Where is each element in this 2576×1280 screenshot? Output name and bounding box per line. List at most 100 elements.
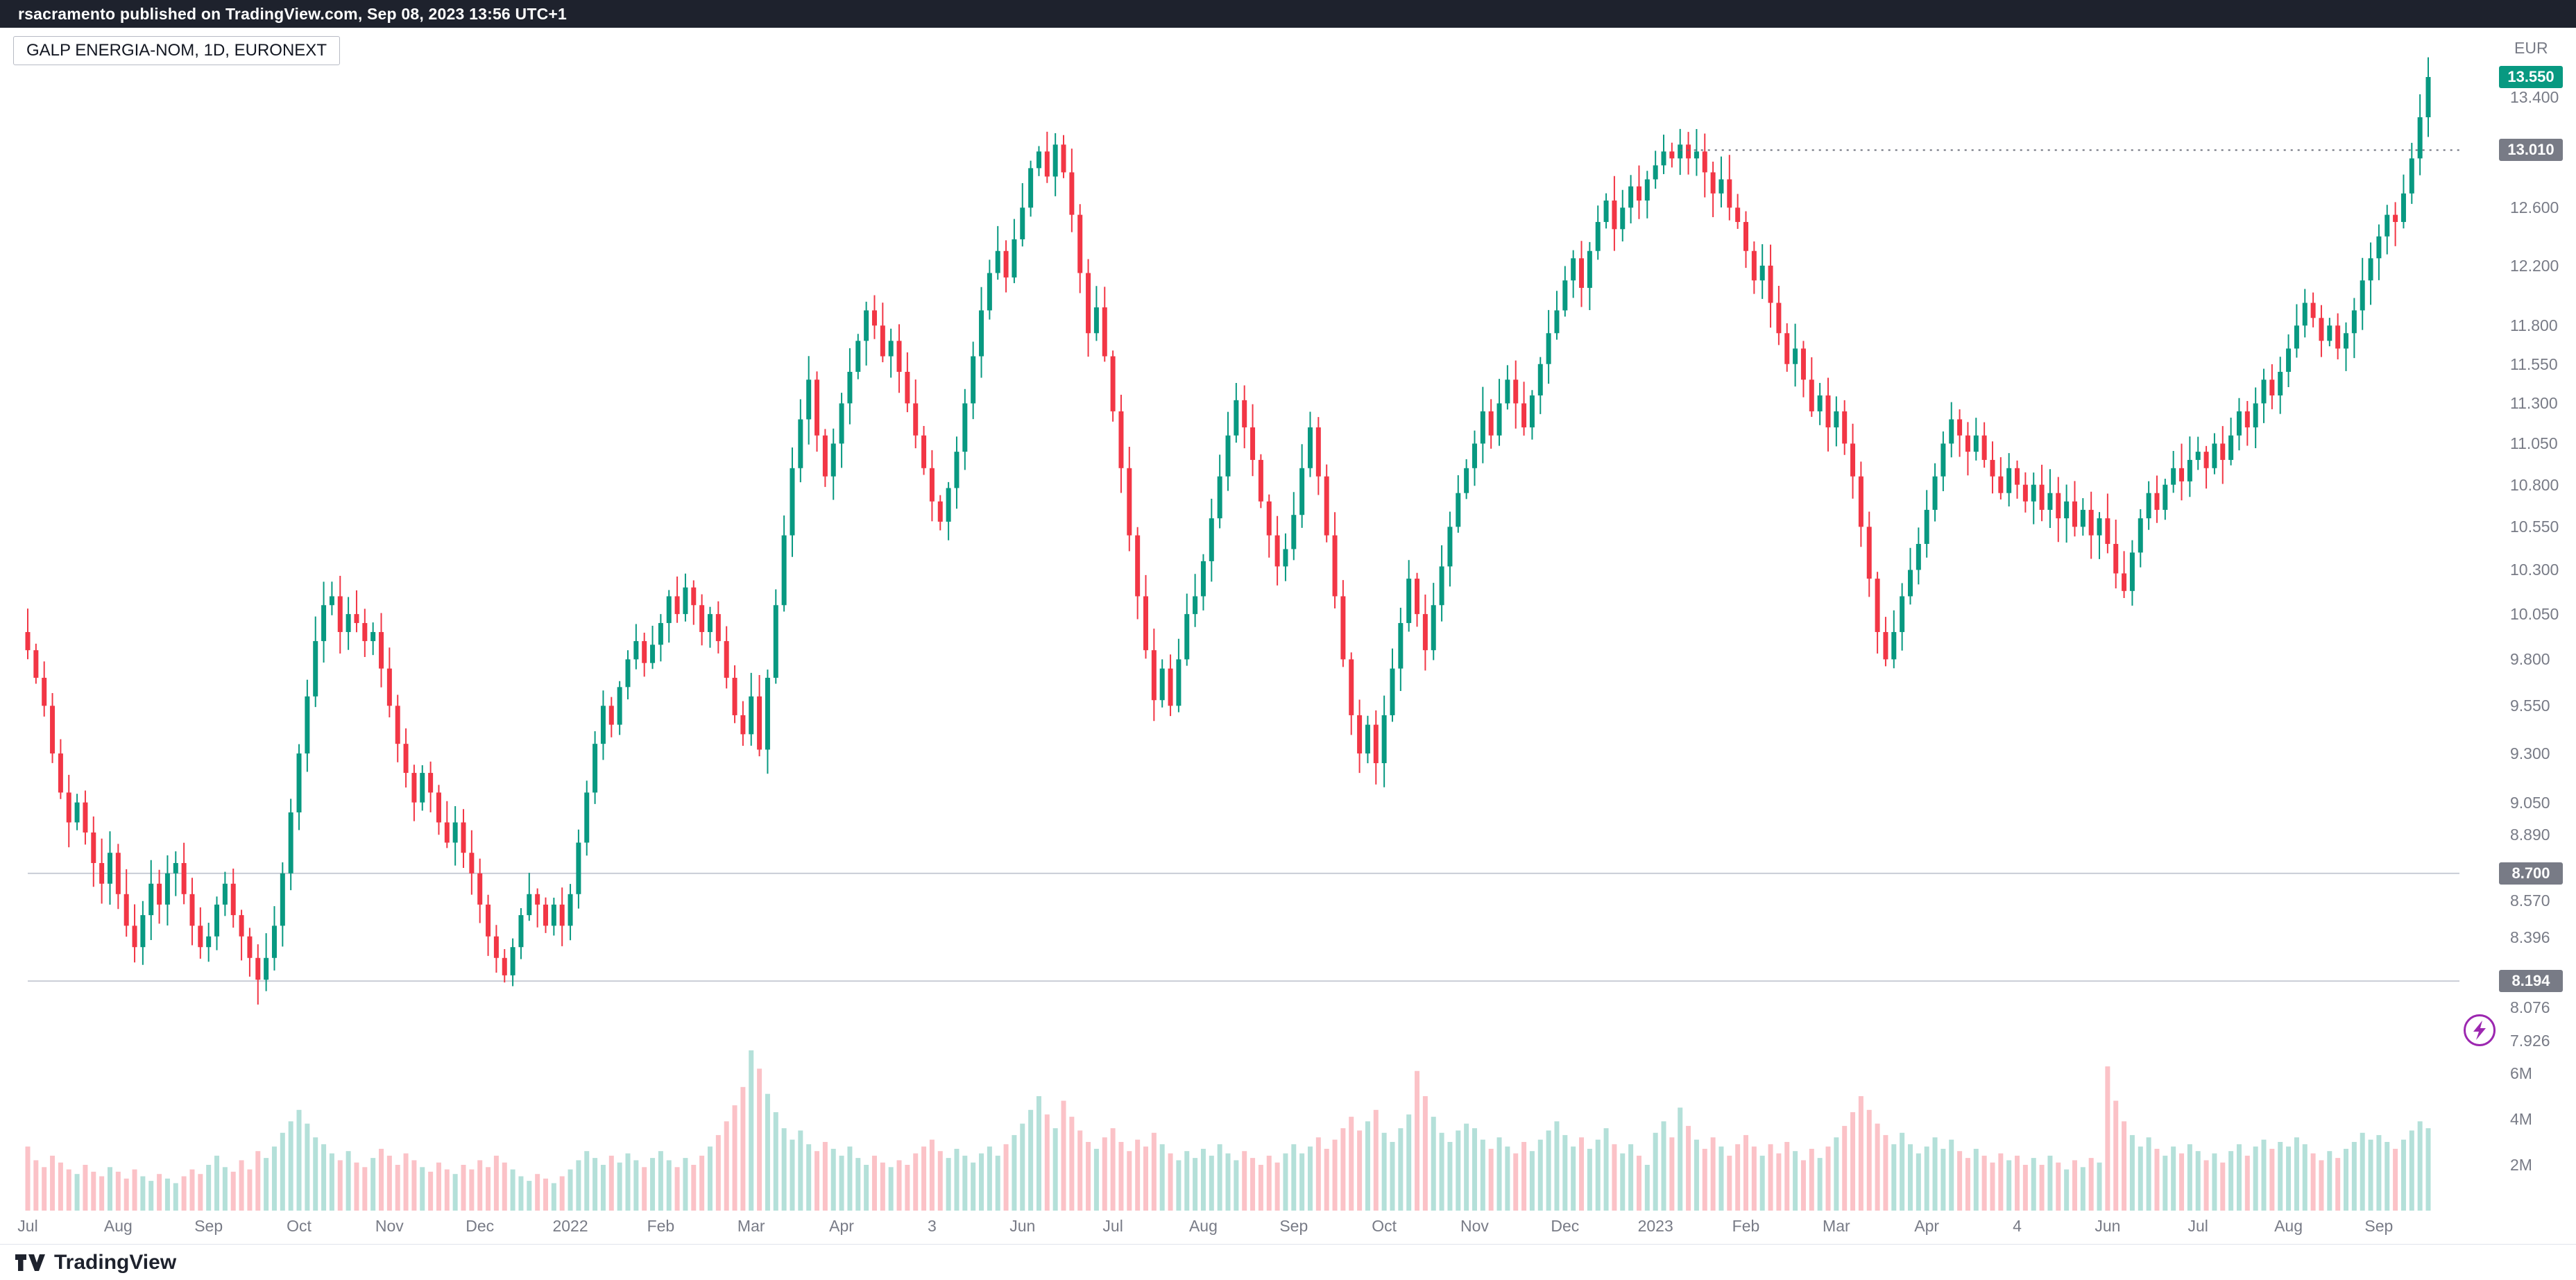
candle-down: [2022, 484, 2028, 502]
price-tick-label: 10.300: [2510, 561, 2559, 579]
price-tick-label: 10.550: [2510, 518, 2559, 536]
candle-up: [2385, 214, 2390, 237]
candle-up: [1554, 310, 1560, 334]
candle-down: [559, 904, 565, 926]
volume-bar: [1669, 1137, 1675, 1211]
volume-bar: [99, 1176, 105, 1211]
candle-up: [329, 596, 334, 606]
time-tick-label: Dec: [1551, 1217, 1580, 1235]
candle-up: [1924, 509, 1929, 545]
volume-bar: [1644, 1165, 1650, 1211]
volume-bar: [502, 1162, 507, 1211]
candle-up: [1949, 419, 1954, 444]
volume-bar: [658, 1151, 663, 1211]
candle-down: [123, 894, 129, 926]
candle-up: [1644, 179, 1650, 201]
candle-down: [921, 435, 927, 468]
candle-up: [2047, 493, 2053, 510]
candle-down: [543, 904, 549, 926]
candle-up: [1587, 250, 1592, 288]
lightning-button[interactable]: [2464, 1014, 2496, 1046]
candle-up: [510, 947, 515, 975]
candle-down: [642, 641, 647, 663]
candle-up: [2376, 236, 2382, 259]
volume-bar: [2294, 1137, 2299, 1211]
volume-bar: [2080, 1167, 2085, 1211]
candle-down: [1800, 348, 1806, 380]
candle-up: [1496, 403, 1502, 436]
volume-bar: [42, 1167, 47, 1211]
volume-bar: [115, 1171, 121, 1211]
volume-bar: [1422, 1096, 1428, 1211]
candle-up: [74, 802, 80, 823]
volume-bar: [568, 1169, 573, 1211]
volume-bar: [1234, 1160, 1239, 1211]
candle-down: [469, 853, 475, 873]
volume-bar: [2212, 1153, 2217, 1211]
volume-bar: [971, 1162, 976, 1211]
volume-bar: [806, 1144, 812, 1211]
volume-bar: [1686, 1125, 1691, 1211]
volume-bar: [1012, 1135, 1017, 1211]
candle-up: [1834, 411, 1839, 428]
candle-down: [1274, 535, 1280, 567]
volume-bar: [790, 1139, 795, 1211]
tradingview-logo-icon: [15, 1254, 45, 1271]
volume-bar: [633, 1160, 639, 1211]
candle-up: [2327, 325, 2332, 341]
candle-down: [535, 894, 540, 905]
candle-down: [1086, 273, 1091, 334]
time-tick-label: Feb: [1732, 1217, 1760, 1235]
candle-down: [2072, 501, 2077, 527]
candle-down: [1866, 527, 1872, 579]
volume-bar: [2031, 1158, 2036, 1211]
candle-down: [436, 792, 441, 823]
symbol-legend[interactable]: GALP ENERGIA-NOM, 1D, EURONEXT: [13, 36, 340, 65]
time-tick-label: Apr: [829, 1217, 854, 1235]
volume-bar: [2047, 1155, 2053, 1211]
volume-bar: [749, 1050, 754, 1211]
candle-down: [1965, 435, 1970, 452]
volume-bar: [1735, 1144, 1741, 1211]
volume-bar: [715, 1135, 721, 1211]
volume-bar: [1998, 1153, 2004, 1211]
volume-bar: [50, 1155, 56, 1211]
candle-down: [1324, 476, 1329, 536]
volume-bar: [1349, 1116, 1354, 1211]
volume-bar: [1118, 1142, 1124, 1211]
volume-bar: [1595, 1139, 1601, 1211]
candle-up: [1932, 476, 1938, 510]
volume-bar: [181, 1176, 187, 1211]
tradingview-logo[interactable]: TradingView: [14, 1251, 176, 1274]
volume-bar: [1439, 1132, 1444, 1211]
volume-bar: [2360, 1132, 2365, 1211]
volume-bar: [1858, 1096, 1863, 1211]
candle-up: [2195, 452, 2201, 460]
volume-bar: [2244, 1155, 2250, 1211]
candle-down: [740, 715, 746, 735]
price-level-badge-8194: 8.194: [2499, 970, 2563, 993]
candle-up: [1217, 476, 1222, 519]
candle-up: [683, 587, 688, 615]
candle-up: [765, 677, 770, 750]
candle-up: [1529, 395, 1535, 428]
candle-down: [674, 596, 680, 615]
candle-up: [1200, 561, 1206, 597]
candle-down: [2319, 318, 2324, 341]
candle-down: [1735, 207, 1741, 222]
volume-bar: [979, 1153, 984, 1211]
volume-bar: [230, 1171, 236, 1211]
candle-down: [1883, 632, 1888, 660]
candle-up: [995, 250, 1000, 273]
volume-bar: [510, 1169, 515, 1211]
volume-bar: [2129, 1135, 2135, 1211]
candle-down: [1513, 379, 1519, 404]
candle-up: [1381, 715, 1387, 764]
volume-bar: [2022, 1165, 2028, 1211]
volume-bar: [650, 1158, 656, 1211]
volume-bar: [395, 1165, 400, 1211]
candle-up: [707, 614, 713, 633]
